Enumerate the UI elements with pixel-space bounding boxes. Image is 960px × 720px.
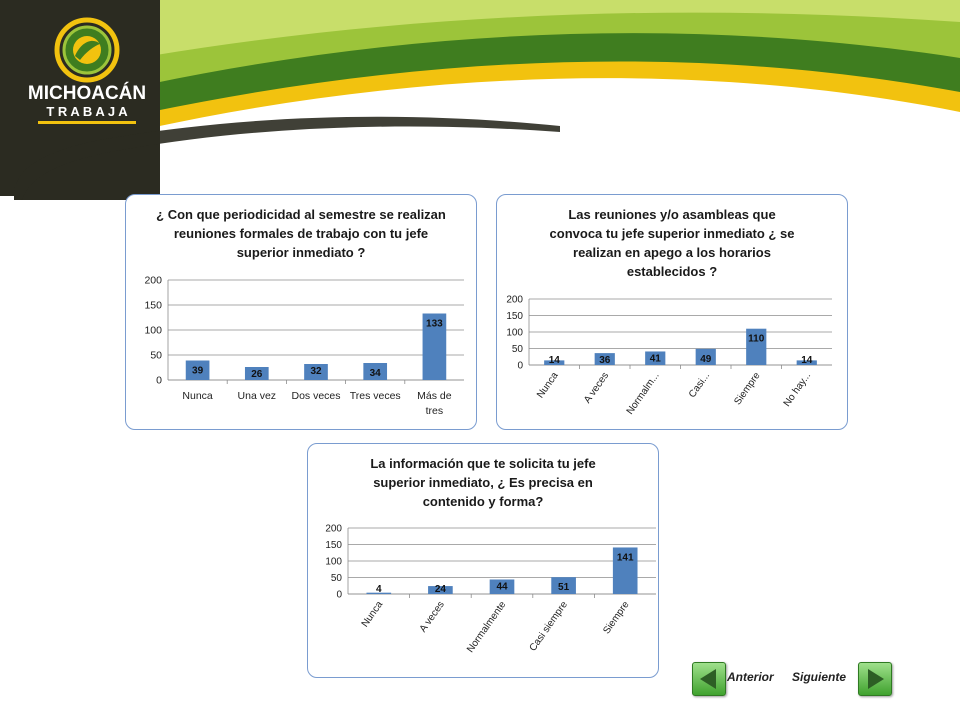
bar [422,313,447,380]
bar [244,367,269,380]
previous-button[interactable] [692,662,726,696]
chart-2-plot: 0 50 100 150 200 14 Nunca 36 A veces 41 Normalm...… [506,295,832,417]
bar [551,577,576,594]
data-label: 41 [650,353,662,364]
data-label: 34 [370,368,382,379]
x-tick-label: Casi siempre [528,599,571,653]
previous-label[interactable]: Anterior [727,670,774,684]
chart-3-plot: 0 50 100 150 200 4 Nunca 24 A veces 44 Normalmente… [325,524,656,655]
y-tick-label: 50 [512,344,524,355]
x-tick-label: Casi... [687,370,712,400]
y-tick-label: 0 [156,375,162,387]
y-tick-label: 0 [517,361,523,372]
chart-1-plot: 0 50 100 150 200 39 Nunca 26 Una vez 32 Dos veces 3… [144,275,464,417]
x-tick-label: Tres veces [350,390,401,402]
bar [695,348,716,365]
x-tick-label: No hay... [782,370,814,408]
chart-1-title: ¿ Con que periodicidad al semestre se re… [156,207,446,260]
y-tick-label: 150 [506,311,523,322]
arrow-left-icon [700,669,716,689]
bar [366,592,392,594]
bar [363,363,388,380]
x-tick-label: Nunca [360,599,386,629]
y-tick-label: 100 [144,325,162,337]
bar [428,586,453,594]
bar [489,579,515,594]
header-banner: MICHOACÁN T R A B A J A [0,0,960,200]
bar [304,364,328,380]
x-tick-label: Normalmente [465,599,509,655]
chart-2-title: Las reuniones y/o asambleas que convoca … [549,207,795,279]
data-label: 110 [748,334,765,345]
x-tick-label: A veces [582,370,611,405]
x-tick-label: Nunca [182,390,213,402]
x-tick-label: Normalm... [625,370,662,416]
bar [594,353,615,365]
y-tick-label: 200 [325,524,342,535]
data-label: 24 [435,584,447,595]
bar [612,547,638,594]
chart-3-panel: La información que te solicita tu jefe s… [307,443,659,678]
data-label: 4 [376,584,382,595]
x-tick-label: A veces [418,599,447,634]
chart-2-panel: Las reuniones y/o asambleas que convoca … [496,194,848,430]
y-tick-label: 100 [506,328,523,339]
data-label: 141 [617,552,634,563]
next-button[interactable] [858,662,892,696]
data-label: 44 [496,581,508,592]
data-label: 133 [426,319,443,330]
brand-underline [38,121,136,124]
next-label[interactable]: Siguiente [792,670,847,684]
data-label: 49 [700,354,712,365]
brand-line1: MICHOACÁN [28,82,146,104]
y-tick-label: 150 [325,540,342,551]
x-tick-label: tres [426,405,444,417]
navigation-bar: Anterior Siguiente [690,662,892,696]
arrow-right-icon [868,669,884,689]
y-tick-label: 0 [336,590,342,601]
bar [796,360,817,365]
bar [544,360,565,365]
x-tick-label: Una vez [238,390,277,402]
chart-3-title: La información que te solicita tu jefe s… [370,456,596,509]
data-label: 14 [801,355,813,366]
x-tick-label: Siempre [601,599,632,636]
x-tick-label: Más de [417,390,452,402]
data-label: 51 [558,582,570,593]
data-label: 39 [192,366,204,377]
y-tick-label: 50 [150,350,162,362]
y-tick-label: 200 [144,275,162,287]
data-label: 14 [549,355,561,366]
x-tick-label: Nunca [535,370,561,400]
data-label: 26 [251,369,263,380]
x-tick-label: Siempre [732,370,763,407]
header-dark-curve [14,116,560,200]
y-tick-label: 50 [331,573,343,584]
data-label: 36 [599,355,611,366]
michoacan-emblem-icon [54,17,120,83]
brand-line2: T R A B A J A [46,104,128,119]
data-label: 32 [310,366,322,377]
y-tick-label: 150 [144,300,162,312]
bar [746,328,767,365]
y-tick-label: 200 [506,295,523,306]
bar [185,360,210,380]
header-lime-highlight [0,0,960,82]
y-tick-label: 100 [325,557,342,568]
bar [645,351,666,365]
x-tick-label: Dos veces [291,390,340,402]
chart-1-panel: ¿ Con que periodicidad al semestre se re… [125,194,477,430]
